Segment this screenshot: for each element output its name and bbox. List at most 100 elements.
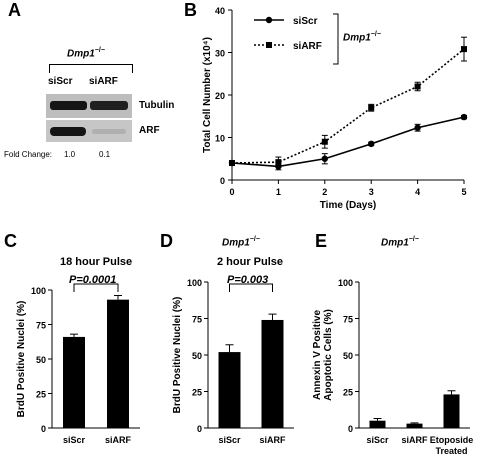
bar xyxy=(443,394,460,428)
data-point-siARF xyxy=(461,46,467,53)
panel-d-pvalue: P=0.003 xyxy=(227,274,269,286)
significance-bracket xyxy=(73,283,119,292)
x-tick-label: 5 xyxy=(461,187,466,197)
y-axis-label: BrdU Positive Nuclei (%) xyxy=(16,301,27,418)
panel-a-genotype: Dmp1−/− xyxy=(67,47,105,59)
y-tick-label: 0 xyxy=(41,424,46,434)
genotype-superscript: −/− xyxy=(408,236,419,243)
arf-band-siscr xyxy=(50,127,86,136)
band-label-tubulin: Tubulin xyxy=(139,100,175,111)
genotype-gene: Dmp1 xyxy=(381,237,409,249)
y-tick-label: 0 xyxy=(220,176,225,186)
category-label: siARF xyxy=(401,435,428,445)
data-point-siARF xyxy=(414,83,421,90)
panel-letter-e: E xyxy=(315,231,328,251)
panel-d-genotype: Dmp1−/− xyxy=(222,236,260,248)
series-line-siScr xyxy=(231,116,465,168)
lane-label-siarf: siARF xyxy=(89,76,118,87)
y-tick-label: 25 xyxy=(192,388,202,398)
y-axis-label: Annexin V Positive xyxy=(312,310,323,400)
fold-change-label: Fold Change: xyxy=(4,150,53,159)
category-label: Etoposide xyxy=(430,435,474,445)
y-tick-label: 25 xyxy=(343,388,353,398)
lane-bracket xyxy=(49,64,133,73)
fold-change-siarf: 0.1 xyxy=(99,150,111,159)
legend-bracket xyxy=(333,13,339,65)
legend-marker-siScr xyxy=(265,16,273,24)
y-tick-label: 0 xyxy=(348,424,353,434)
category-label: siARF xyxy=(259,435,286,445)
y-axis-label: Apoptotic Cells (%) xyxy=(323,309,334,401)
y-axis-label: BrdU Positive Nuclei (%) xyxy=(172,297,183,414)
lane-label-siscr: siScr xyxy=(48,76,73,87)
genotype-superscript: −/− xyxy=(249,236,260,243)
bar xyxy=(369,420,386,428)
category-label: siARF xyxy=(105,435,132,445)
panel-d-subtitle: 2 hour Pulse xyxy=(217,256,284,268)
genotype-gene: Dmp1 xyxy=(67,48,95,60)
series-line-siARF xyxy=(231,48,465,164)
legend-marker-siARF xyxy=(266,42,272,48)
panel-c-subtitle: 18 hour Pulse xyxy=(60,256,133,268)
x-tick-label: 1 xyxy=(276,187,281,197)
y-axis-label: Total Cell Number (x10⁴) xyxy=(202,37,213,153)
legend-label-siARF: siARF xyxy=(293,41,322,52)
tubulin-band-siarf xyxy=(90,101,128,110)
arf-band-siarf xyxy=(92,129,126,134)
data-point-siScr xyxy=(414,124,421,131)
panel-letter-d: D xyxy=(160,231,173,251)
x-axis-label: Time (Days) xyxy=(320,200,377,211)
y-tick-label: 25 xyxy=(36,390,46,400)
bar xyxy=(63,336,85,428)
genotype-gene: Dmp1 xyxy=(343,32,371,44)
legend-label-siScr: siScr xyxy=(293,16,318,27)
y-tick-label: 75 xyxy=(343,315,353,325)
y-tick-label: 10 xyxy=(215,134,225,144)
bar xyxy=(406,423,423,428)
category-label: siScr xyxy=(218,435,241,445)
x-tick-label: 2 xyxy=(322,187,327,197)
genotype-gene: Dmp1 xyxy=(222,237,250,249)
bar xyxy=(218,352,241,428)
x-tick-label: 0 xyxy=(229,187,234,197)
y-tick-label: 100 xyxy=(187,278,202,288)
category-label: Treated xyxy=(435,446,467,456)
y-tick-label: 75 xyxy=(36,321,46,331)
bar xyxy=(107,299,129,428)
y-tick-label: 100 xyxy=(338,278,353,288)
category-label: siScr xyxy=(63,435,86,445)
data-point-siARF xyxy=(368,104,375,111)
y-tick-label: 75 xyxy=(192,315,202,325)
category-label: siScr xyxy=(366,435,389,445)
panel-c-pvalue: P=0.0001 xyxy=(69,274,117,286)
tubulin-blot xyxy=(46,94,132,118)
tubulin-band-siscr xyxy=(50,101,87,110)
genotype-superscript: −/− xyxy=(370,31,381,38)
data-point-siScr xyxy=(321,155,328,162)
data-point-siARF xyxy=(321,138,328,145)
y-tick-label: 50 xyxy=(343,351,353,361)
panel-letter-c: C xyxy=(4,231,17,251)
band-label-arf: ARF xyxy=(139,125,160,136)
data-point-siARF xyxy=(229,160,235,166)
y-tick-label: 50 xyxy=(192,351,202,361)
x-tick-label: 4 xyxy=(415,187,420,197)
fold-change-siscr: 1.0 xyxy=(64,150,76,159)
y-tick-label: 100 xyxy=(31,286,46,296)
panel-e-genotype: Dmp1−/− xyxy=(381,236,419,248)
bar xyxy=(261,319,284,428)
panel-letter-a: A xyxy=(8,0,21,20)
data-point-siARF xyxy=(275,159,282,166)
panel-b-genotype: Dmp1−/− xyxy=(343,31,381,43)
arf-blot xyxy=(46,120,132,142)
y-tick-label: 0 xyxy=(197,424,202,434)
data-point-siScr xyxy=(460,113,468,121)
x-tick-label: 3 xyxy=(369,187,374,197)
y-tick-label: 40 xyxy=(215,6,225,16)
y-tick-label: 20 xyxy=(215,91,225,101)
significance-bracket xyxy=(229,283,273,292)
panel-letter-b: B xyxy=(184,0,197,20)
data-point-siScr xyxy=(368,140,375,148)
y-tick-label: 50 xyxy=(36,355,46,365)
